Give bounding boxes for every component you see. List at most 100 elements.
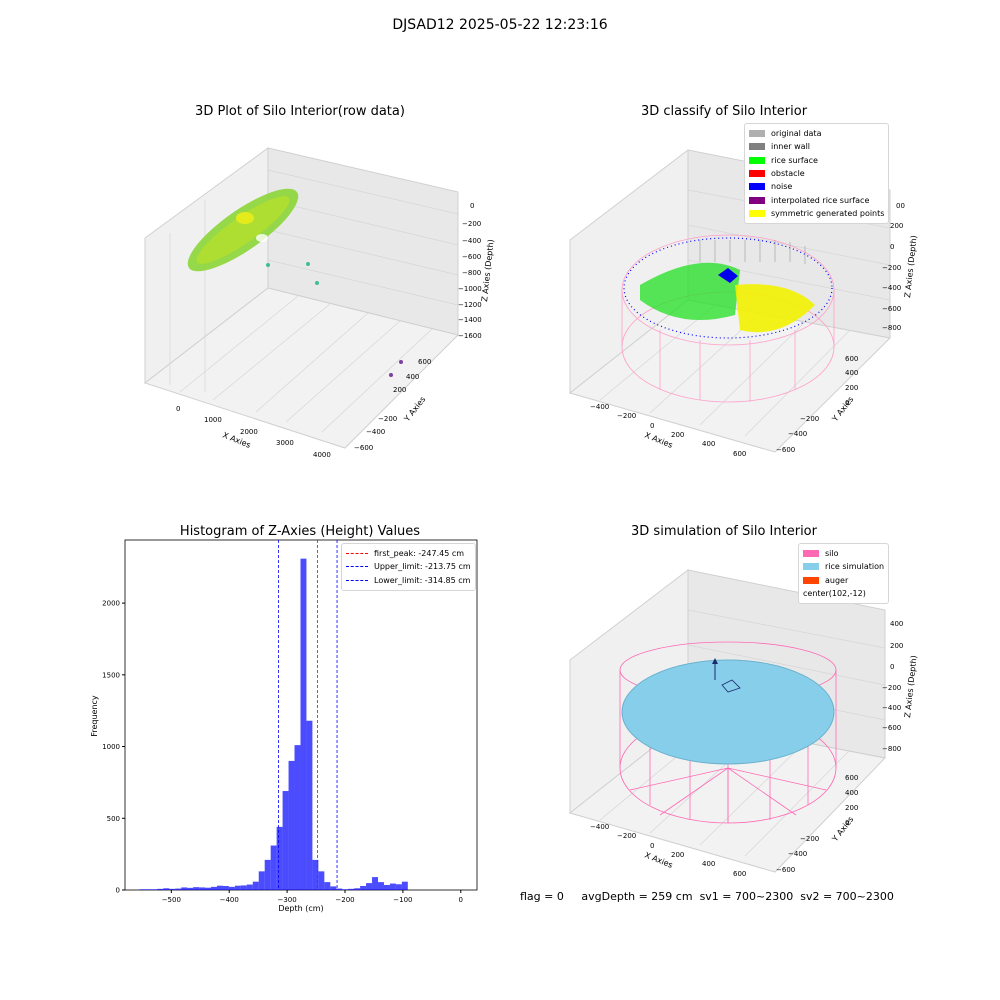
histogram-bar <box>372 877 378 890</box>
histogram-bar <box>151 889 158 890</box>
histogram-bar <box>234 885 241 890</box>
p1-xtick: 2000 <box>240 428 258 436</box>
p1-ytick: −200 <box>378 415 397 423</box>
histogram-bar <box>240 885 247 890</box>
p2-xtick: 0 <box>650 422 654 430</box>
p4-zlabel: Z Axies (Depth) <box>903 655 919 718</box>
p1-ytick: −600 <box>354 444 373 452</box>
p4-ztick: −400 <box>882 704 901 712</box>
p1-ztick: −400 <box>462 237 481 245</box>
legend-label: obstacle <box>771 169 805 179</box>
legend-label: auger <box>825 575 849 585</box>
p1-ytick: −400 <box>366 428 385 436</box>
p2-ztick: 0 <box>890 243 894 251</box>
p2-ztick: −800 <box>882 324 901 332</box>
legend-swatch <box>749 130 765 138</box>
histogram-bar <box>211 886 217 890</box>
legend-swatch <box>803 576 819 584</box>
histogram-bar <box>252 881 259 890</box>
histogram-bar <box>157 888 164 890</box>
histogram-bar <box>169 888 176 890</box>
avg-depth-text: avgDepth = 259 cm <box>581 890 693 903</box>
sv2-text: sv2 = 700~2300 <box>800 890 894 903</box>
histogram-bar <box>395 884 402 890</box>
p2-xtick: −400 <box>590 403 609 411</box>
p2-xtick: 600 <box>733 450 746 458</box>
legend-label: rice simulation <box>825 562 885 572</box>
histogram-bar <box>383 884 390 890</box>
legend-line <box>346 579 368 581</box>
legend-swatch <box>803 550 819 558</box>
p1-ztick: −1200 <box>458 301 482 309</box>
p1-xtick: 0 <box>176 405 180 413</box>
legend-item: interpolated rice surface <box>749 193 884 206</box>
histogram-bar <box>294 745 301 890</box>
histogram-bar <box>401 881 408 890</box>
p2-ytick: 600 <box>845 355 858 363</box>
p1-ztick: 0 <box>470 202 474 210</box>
legend-label: first_peak: -247.45 cm <box>374 549 465 559</box>
p2-ytick: −600 <box>776 446 795 454</box>
histogram-bar <box>258 871 265 890</box>
legend-item: Upper_limit: -213.75 cm <box>346 560 471 573</box>
histogram-xtick-label: −100 <box>393 896 412 904</box>
p2-ztick: 00 <box>896 202 905 210</box>
histogram-bar <box>270 845 277 890</box>
legend-item: symmetric generated points <box>749 207 884 220</box>
p1-ztick: −1600 <box>458 332 482 340</box>
histogram-bar <box>199 887 206 890</box>
legend-swatch <box>803 563 819 571</box>
histogram-bar <box>246 884 253 890</box>
legend-item: obstacle <box>749 167 884 180</box>
p1-ytick: 400 <box>406 373 419 381</box>
histogram-bar <box>288 760 295 890</box>
legend-line <box>346 566 368 568</box>
legend-item: original data <box>749 127 884 140</box>
p2-xtick: 400 <box>702 440 715 448</box>
legend-item: center(102,-12) <box>803 587 884 600</box>
legend-swatch <box>749 143 765 151</box>
p1-ztick: −200 <box>462 220 481 228</box>
p1-ztick: −1400 <box>458 316 482 324</box>
panel4-legend: silo rice simulation auger center(102,-1… <box>798 543 890 605</box>
histogram-legend: first_peak: -247.45 cm Upper_limit: -213… <box>341 543 476 591</box>
histogram-bar <box>300 558 307 890</box>
p4-ztick: 0 <box>890 663 894 671</box>
legend-item: noise <box>749 180 884 193</box>
legend-swatch <box>749 156 765 164</box>
p4-ztick: −600 <box>882 724 901 732</box>
histogram-ytick-label: 0 <box>116 887 120 895</box>
p4-ztick: −800 <box>882 745 901 753</box>
legend-item: auger <box>803 574 884 587</box>
p1-ztick: −1000 <box>458 285 482 293</box>
legend-label: silo <box>825 549 839 559</box>
p1-ytick: 600 <box>418 358 431 366</box>
legend-line <box>346 553 368 555</box>
legend-item: Lower_limit: -314.85 cm <box>346 574 471 587</box>
flag-text: flag = 0 <box>520 890 564 903</box>
p4-ytick: 0 <box>845 819 849 827</box>
histogram-bar <box>354 888 361 890</box>
p4-xtick: 600 <box>733 870 746 878</box>
histogram-xtick-label: −400 <box>220 896 239 904</box>
p4-ztick: 200 <box>890 642 903 650</box>
histogram-bar <box>342 889 349 890</box>
p4-ztick: −200 <box>882 684 901 692</box>
histogram-bar <box>139 889 146 890</box>
histogram-ytick-label: 2000 <box>102 600 120 608</box>
p4-xtick: 400 <box>702 860 715 868</box>
p4-ytick: −200 <box>800 835 819 843</box>
histogram-bar <box>360 885 367 890</box>
histogram-bar <box>366 883 373 890</box>
p2-ytick: −200 <box>800 415 819 423</box>
panel4-title: 3D simulation of Silo Interior <box>631 524 817 539</box>
status-footer: flag = 0 avgDepth = 259 cm sv1 = 700~230… <box>520 890 894 903</box>
histogram-bar <box>187 887 194 890</box>
histogram-xtick-label: −200 <box>335 896 354 904</box>
legend-swatch <box>749 196 765 204</box>
histogram-ytick-label: 500 <box>107 815 120 823</box>
legend-label: rice surface <box>771 155 818 165</box>
